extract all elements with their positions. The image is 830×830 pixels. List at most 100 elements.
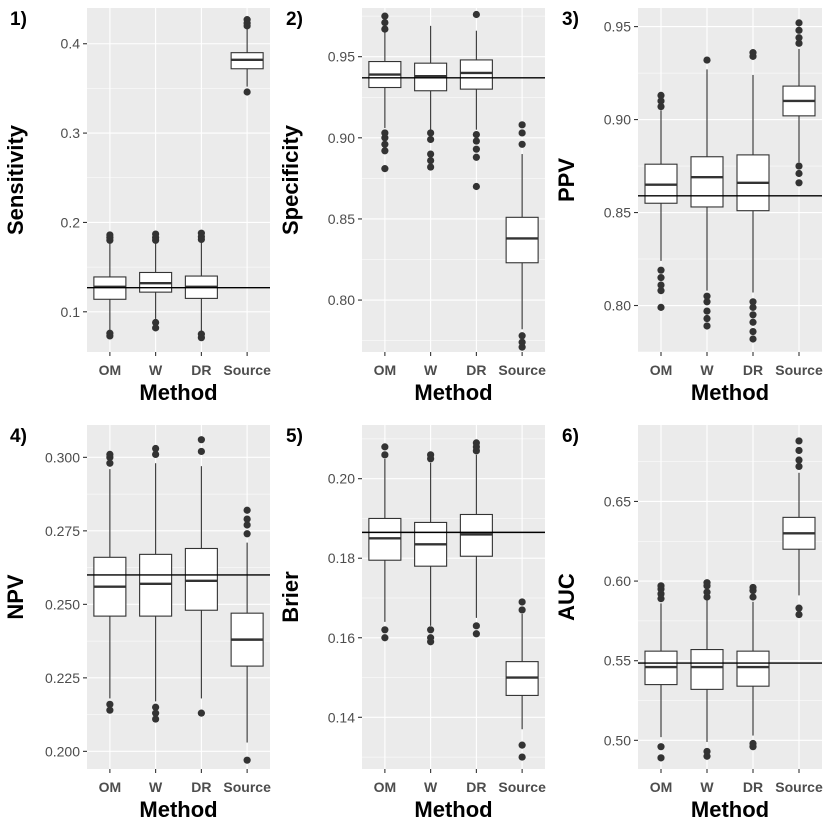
- panel-4: 0.200 0.225 0.250 0.275 0.300 OM W DR Source Meth…: [3, 425, 271, 822]
- outlier-point: [243, 88, 251, 96]
- outlier-point: [795, 39, 803, 47]
- outlier-point: [657, 91, 665, 99]
- outlier-point: [657, 582, 665, 590]
- outlier-point: [197, 709, 205, 717]
- outlier-point: [518, 332, 526, 340]
- y-tick-label: 0.85: [604, 205, 631, 221]
- y-tick-label: 0.225: [45, 670, 80, 686]
- outlier-point: [703, 588, 711, 596]
- outlier-point: [243, 530, 251, 538]
- y-tick-label: 0.4: [61, 36, 81, 52]
- panel-background: [638, 425, 822, 769]
- outlier-point: [657, 281, 665, 289]
- box-w: [690, 56, 724, 330]
- y-axis-title: Brier: [278, 571, 303, 623]
- iqr-box: [690, 156, 724, 208]
- outlier-point: [795, 604, 803, 612]
- iqr-box: [690, 649, 724, 690]
- box-w: [139, 444, 173, 723]
- outlier-point: [749, 298, 757, 306]
- outlier-point: [749, 593, 757, 601]
- outlier-point: [795, 19, 803, 27]
- outlier-point: [472, 182, 480, 191]
- y-tick-label: 0.60: [604, 573, 631, 589]
- outlier-point: [381, 147, 389, 155]
- outlier-point: [518, 121, 526, 129]
- panel-tag: 6): [562, 426, 579, 447]
- outlier-point: [518, 606, 526, 614]
- outlier-point: [152, 450, 160, 459]
- outlier-point: [749, 583, 757, 592]
- outlier-point: [472, 145, 480, 153]
- outlier-point: [427, 150, 435, 158]
- box-source: [782, 19, 816, 187]
- x-tick-label: DR: [466, 362, 486, 378]
- outlier-point: [152, 324, 160, 332]
- box-dr: [459, 10, 493, 191]
- outlier-point: [472, 137, 480, 145]
- y-tick-label: 0.65: [604, 493, 631, 509]
- x-tick-label: Source: [223, 362, 271, 378]
- box-dr: [736, 49, 770, 343]
- iqr-box: [139, 553, 173, 617]
- x-tick-label: DR: [191, 362, 211, 378]
- y-tick-label: 0.14: [328, 709, 355, 725]
- outlier-point: [197, 229, 205, 237]
- outlier-point: [472, 10, 480, 19]
- x-tick-label: DR: [743, 362, 763, 378]
- outlier-point: [703, 314, 711, 323]
- outlier-point: [795, 610, 803, 619]
- panel-tag: 3): [562, 9, 579, 30]
- box-om: [93, 450, 127, 714]
- outlier-point: [795, 462, 803, 471]
- outlier-point: [657, 754, 665, 762]
- outlier-point: [795, 179, 803, 187]
- outlier-point: [381, 626, 389, 634]
- outlier-point: [106, 700, 114, 708]
- outlier-point: [749, 311, 757, 319]
- outlier-point: [152, 318, 160, 327]
- x-tick-label: W: [700, 362, 714, 378]
- y-tick-label: 0.1: [61, 304, 81, 320]
- outlier-point: [106, 231, 114, 239]
- y-tick-label: 0.85: [328, 211, 355, 227]
- x-tick-label: OM: [650, 362, 673, 378]
- outlier-point: [152, 444, 160, 453]
- outlier-point: [795, 456, 803, 464]
- y-axis-title: Specificity: [278, 124, 303, 235]
- outlier-point: [427, 634, 435, 642]
- y-tick-label: 0.250: [45, 596, 80, 612]
- y-tick-label: 0.3: [61, 125, 81, 141]
- y-tick-label: 0.200: [45, 743, 80, 759]
- x-axis-title: Method: [691, 380, 769, 405]
- outlier-point: [657, 287, 665, 295]
- outlier-point: [106, 329, 114, 337]
- outlier-point: [657, 303, 665, 311]
- iqr-box: [459, 59, 493, 90]
- box-source: [230, 506, 264, 764]
- outlier-point: [795, 26, 803, 34]
- outlier-point: [152, 715, 160, 723]
- outlier-point: [703, 307, 711, 315]
- outlier-point: [106, 459, 114, 467]
- outlier-point: [472, 630, 480, 638]
- x-tick-label: OM: [374, 362, 397, 378]
- outlier-point: [243, 756, 251, 764]
- outlier-point: [197, 330, 205, 338]
- box-source: [505, 598, 539, 761]
- outlier-point: [657, 743, 665, 751]
- y-tick-label: 0.80: [604, 298, 631, 314]
- panel-3: 0.80 0.85 0.90 0.95 OM W DR Source Method PPV 3): [554, 8, 823, 405]
- y-tick-label: 0.80: [328, 292, 355, 308]
- outlier-point: [427, 451, 435, 459]
- outlier-point: [749, 318, 757, 326]
- outlier-point: [703, 579, 711, 587]
- y-tick-label: 0.90: [604, 112, 631, 128]
- outlier-point: [703, 292, 711, 300]
- x-tick-label: Source: [775, 779, 823, 795]
- panel-1: 0.1 0.2 0.3 0.4 OM W DR Source Method Sensitivity…: [3, 8, 271, 405]
- outlier-point: [243, 515, 251, 523]
- outlier-point: [381, 443, 389, 451]
- box-source: [782, 437, 816, 619]
- outlier-point: [795, 169, 803, 178]
